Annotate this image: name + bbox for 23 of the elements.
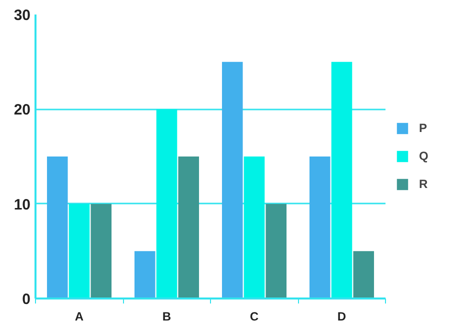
legend-label: Q: [419, 149, 430, 163]
y-tick-label: 0: [22, 291, 30, 308]
x-tick-label: D: [337, 310, 346, 324]
y-tick-label: 30: [14, 7, 31, 24]
bar: [134, 251, 156, 298]
bar: [309, 156, 330, 298]
x-tick-label: A: [74, 310, 84, 324]
bar: [222, 62, 243, 298]
bar: [68, 204, 90, 298]
bar: [331, 62, 352, 298]
x-tick-label: C: [250, 310, 259, 324]
bar: [178, 156, 200, 298]
bar: [156, 109, 178, 298]
bar: [90, 204, 112, 298]
y-tick-label: 20: [14, 102, 31, 119]
bar: [244, 156, 265, 298]
bar: [46, 156, 68, 298]
y-tick-label: 10: [14, 196, 31, 214]
bar: [353, 251, 374, 298]
bar: [266, 204, 287, 298]
x-tick-label: B: [162, 310, 172, 324]
legend-label: P: [419, 121, 428, 135]
legend-label: R: [419, 177, 429, 191]
